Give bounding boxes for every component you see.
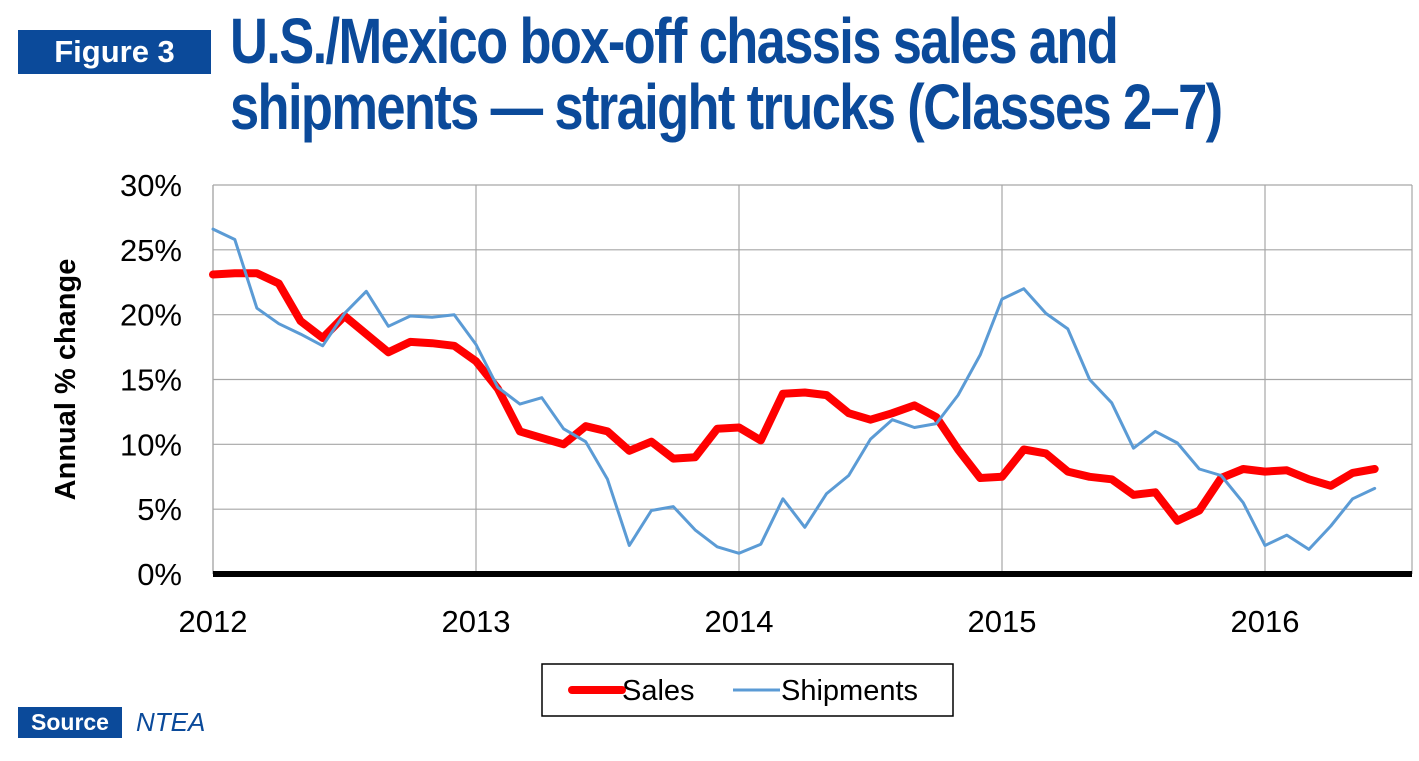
x-tick-label: 2015 (968, 604, 1037, 639)
y-tick-label: 5% (137, 492, 182, 527)
chart-title-line-1: U.S./Mexico box-off chassis sales and (230, 5, 1119, 77)
chart-title: U.S./Mexico box-off chassis sales and sh… (230, 5, 1223, 143)
x-tick-label: 2014 (705, 604, 774, 639)
x-tick-label: 2016 (1231, 604, 1300, 639)
chart-title-line-2: shipments — straight trucks (Classes 2–7… (230, 71, 1223, 143)
y-tick-label: 15% (120, 363, 182, 398)
y-tick-label: 25% (120, 233, 182, 268)
y-tick-label: 30% (120, 168, 182, 203)
axes: 0% 5% 10% 15% 20% 25% 30% 2012 2013 2014 2015 2016 A… (50, 168, 1412, 639)
legend: Sales Shipments (541, 663, 954, 717)
x-tick-label: 2013 (442, 604, 511, 639)
series-lines (209, 227, 1379, 555)
gridlines (212, 184, 1413, 574)
y-tick-label: 10% (120, 427, 182, 462)
source-text: NTEA (136, 707, 206, 737)
x-tick-label: 2012 (179, 604, 248, 639)
y-tick-label: 20% (120, 298, 182, 333)
series-line-shipments (211, 227, 1377, 555)
y-tick-label: 0% (137, 557, 182, 592)
series-line-sales (209, 269, 1379, 525)
figure-label-badge: Figure 3 (18, 30, 211, 74)
source-label-badge: Source (18, 707, 122, 738)
legend-label-shipments: Shipments (781, 675, 918, 707)
y-axis-label: Annual % change (50, 259, 82, 501)
legend-label-sales: Sales (622, 675, 695, 707)
